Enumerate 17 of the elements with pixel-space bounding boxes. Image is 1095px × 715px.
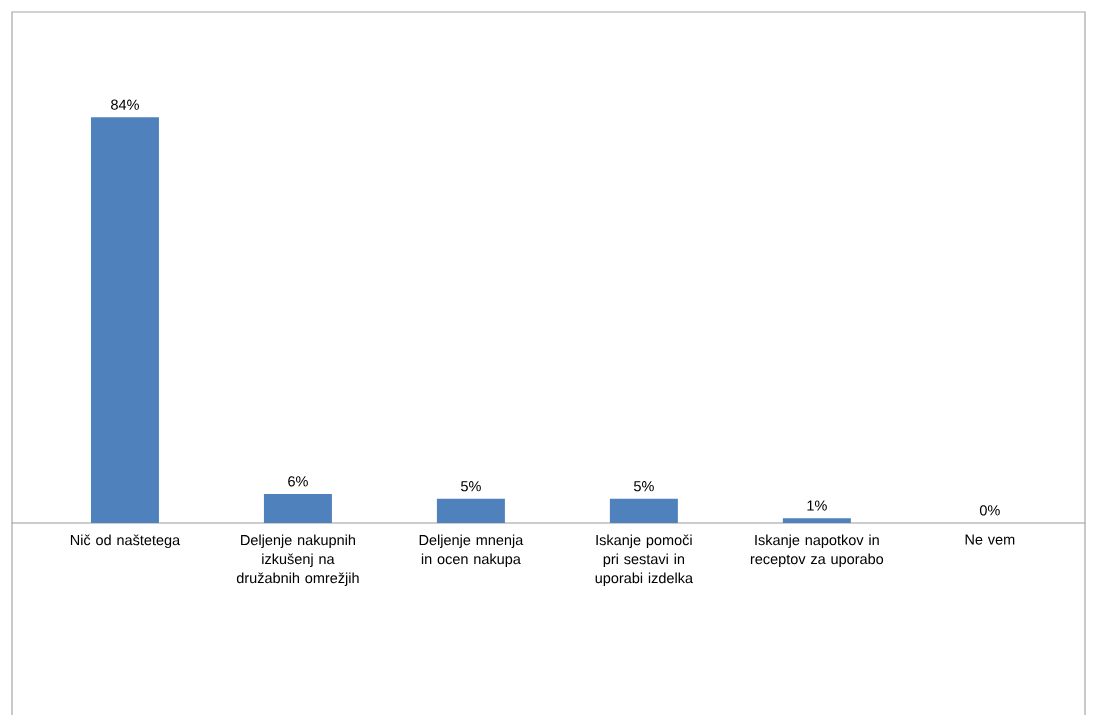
x-tick-label: Nič od naštetega (70, 534, 181, 549)
data-label: 0% (979, 505, 1000, 516)
bar (609, 498, 678, 523)
x-tick-label: Deljenje mnenja in ocen nakupa (419, 534, 524, 568)
x-tick-label: Ne vem (965, 534, 1015, 545)
x-tick-label: Iskanje napotkov in receptov za uporabo (750, 534, 884, 568)
x-tick-label: Deljenje nakupnih izkušenj na družabnih omrežjih (236, 534, 359, 587)
data-label: 5% (633, 481, 654, 492)
bar (263, 494, 332, 523)
bar (782, 518, 851, 523)
data-label: 84% (111, 99, 139, 110)
data-label: 5% (461, 481, 481, 492)
x-tick-label: Iskanje pomoči pri sestavi in uporabi izdelka (595, 534, 694, 587)
data-label: 1% (807, 500, 827, 511)
bar (436, 498, 505, 523)
data-label: 6% (288, 476, 308, 487)
bar (90, 117, 159, 523)
